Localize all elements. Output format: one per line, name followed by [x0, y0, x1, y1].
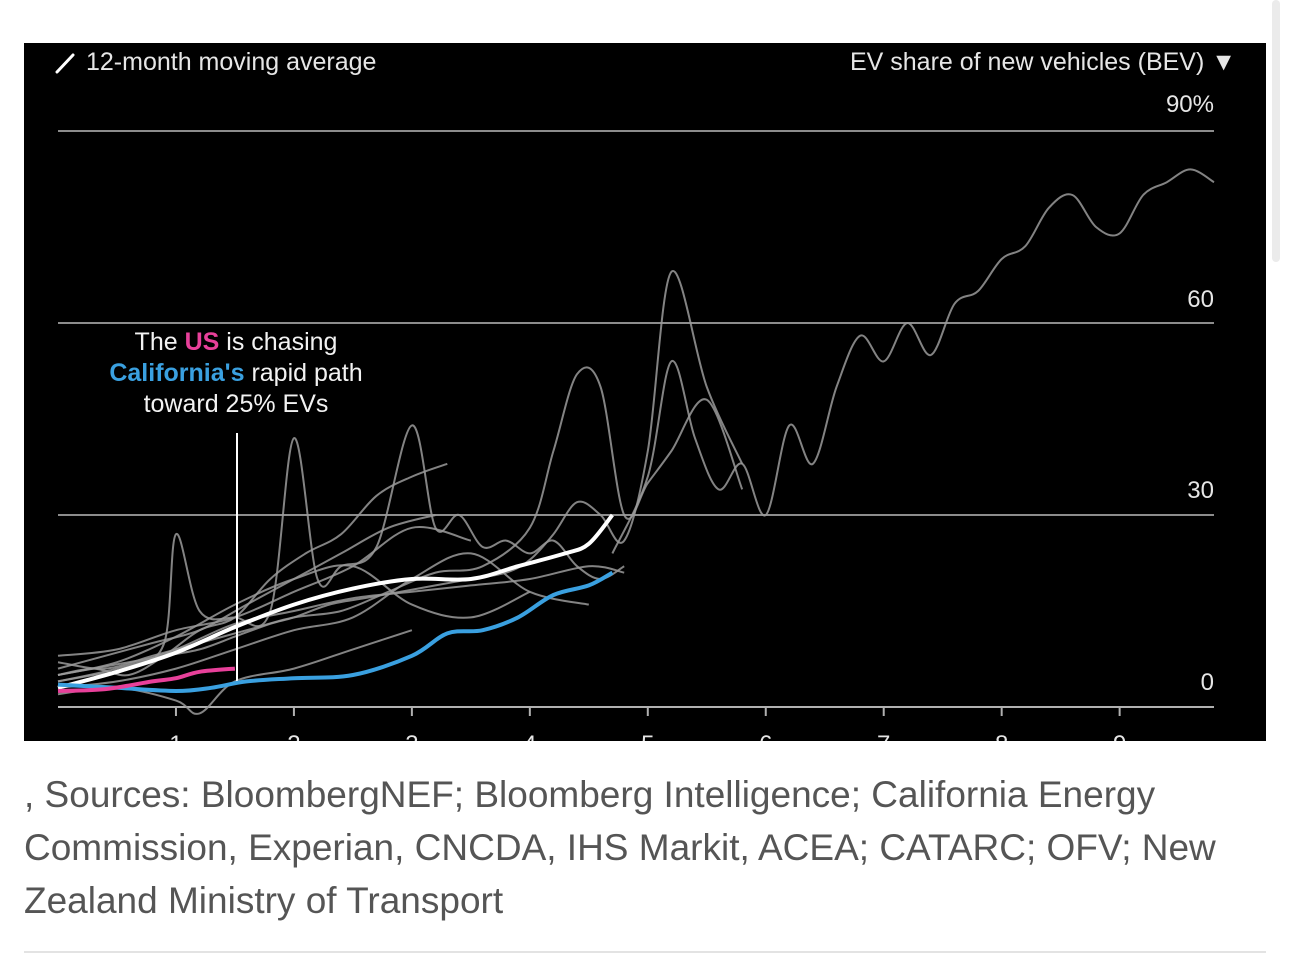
country-series-line [57, 565, 625, 683]
country-series-line [57, 462, 448, 677]
x-tick-label: 3 [405, 731, 418, 741]
chart-panel: 1 2 3 4 5 6 7 8 9 12-month moving average EV sha… [24, 43, 1266, 741]
y-tick-label: 90% [1165, 91, 1214, 118]
dropdown-triangle-icon: ▼ [1211, 48, 1236, 76]
chart-annotation: The US is chasing California's rapid pat… [76, 327, 396, 420]
x-tick-label: 1 [169, 731, 182, 741]
california-series-line [57, 570, 614, 694]
x-tick-label: 4 [523, 731, 536, 741]
country-series-line [611, 168, 1215, 554]
legend-label: 12-month moving average [86, 48, 377, 76]
divider [24, 951, 1266, 953]
country-series-line [57, 526, 472, 657]
country-series-line [57, 514, 436, 670]
x-tick-label: 5 [641, 731, 654, 741]
x-tick-label: 2 [287, 731, 300, 741]
moving-average-line-icon [55, 53, 75, 73]
x-tick-label: 6 [759, 731, 772, 741]
y-tick-label: 60 [1187, 286, 1214, 313]
x-tick-label: 8 [995, 731, 1008, 741]
y-tick-label: 30 [1187, 477, 1214, 504]
chart-plot: 1 2 3 4 5 6 7 8 9 [57, 130, 1215, 741]
x-tick-label: 7 [877, 731, 890, 741]
california-highlight: California's [109, 359, 245, 387]
annotation-text: toward 25% EVs [143, 390, 329, 418]
annotation-text: The [134, 328, 178, 356]
y-axis-label: EV share of new vehicles (BEV) [849, 48, 1205, 76]
highlighted-series-line [57, 513, 614, 690]
y-tick-label: 0 [1200, 669, 1214, 696]
scrollbar[interactable] [1272, 0, 1280, 262]
legend: 12-month moving average [54, 48, 376, 77]
annotation-text: is chasing [226, 328, 338, 356]
annotation-text: rapid path [251, 359, 363, 387]
country-series-line [57, 564, 531, 676]
source-caption: , Sources: BloombergNEF; Bloomberg Intel… [24, 774, 1216, 921]
us-series-line [57, 666, 236, 693]
us-highlight: US [184, 328, 220, 356]
metric-selector[interactable]: EV share of new vehicles (BEV) ▼ [850, 48, 1236, 77]
x-tick-label: 9 [1113, 731, 1126, 741]
